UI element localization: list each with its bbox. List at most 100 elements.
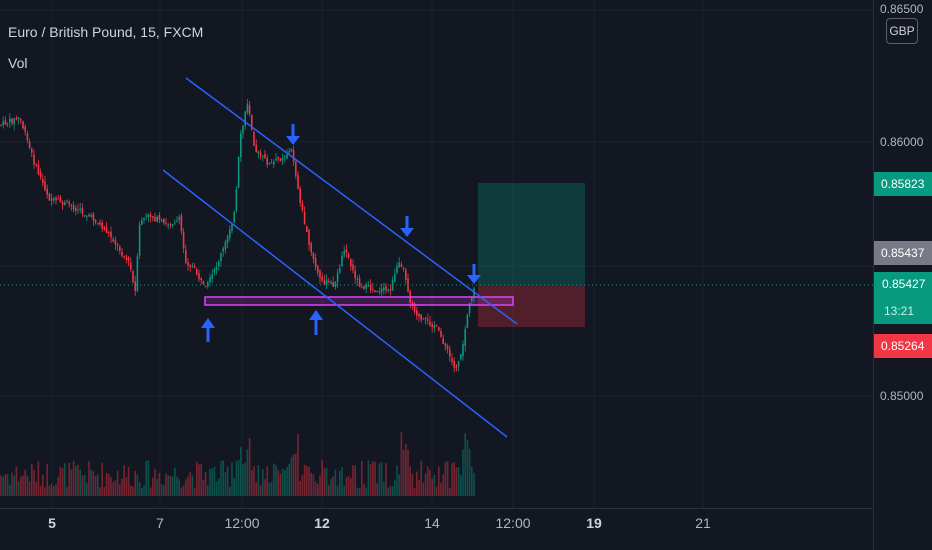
- candle-body: [325, 279, 328, 286]
- candle-body: [277, 157, 279, 160]
- volume-bar: [363, 483, 365, 496]
- volume-bar: [358, 487, 361, 496]
- candle-body: [182, 232, 185, 249]
- candle-body: [328, 281, 330, 283]
- volume-bar: [323, 468, 326, 496]
- volume-bar: [411, 473, 414, 496]
- candle-body: [9, 118, 11, 123]
- candle-body: [321, 276, 323, 281]
- volume-bar: [383, 481, 385, 496]
- candle-body: [330, 282, 332, 284]
- volume-bar: [413, 487, 416, 496]
- volume-bar: [244, 462, 246, 496]
- arrow-down-icon[interactable]: [400, 216, 414, 237]
- candle-body: [303, 211, 306, 225]
- target-zone[interactable]: [478, 183, 585, 285]
- price-chart[interactable]: [0, 0, 873, 508]
- candle-body: [154, 216, 156, 222]
- candle-body: [453, 360, 455, 368]
- volume-bar: [77, 464, 79, 496]
- volume-bar: [101, 462, 103, 496]
- volume-bar: [374, 461, 376, 496]
- price-tick: 0.86000: [880, 135, 924, 149]
- stop-zone[interactable]: [478, 285, 585, 327]
- lower-trend-line[interactable]: [162, 169, 508, 438]
- volume-bar: [229, 486, 231, 496]
- volume-bar: [440, 482, 442, 496]
- volume-bar: [460, 475, 462, 496]
- support-zone-rectangle[interactable]: [204, 296, 514, 306]
- candle-body: [400, 264, 403, 268]
- volume-bar: [418, 480, 420, 496]
- candle-body: [218, 261, 220, 267]
- currency-button[interactable]: GBP: [886, 18, 918, 44]
- upper-trend-line[interactable]: [185, 77, 518, 325]
- volume-bar: [433, 474, 436, 496]
- volume-bar: [42, 474, 44, 496]
- arrow-up-icon[interactable]: [309, 310, 323, 335]
- volume-bar: [354, 465, 356, 496]
- candle-body: [438, 327, 440, 331]
- candle-body: [59, 197, 62, 203]
- volume-bar: [4, 474, 7, 496]
- candle-body: [198, 273, 200, 280]
- volume-bar: [273, 463, 275, 496]
- candle-body: [376, 291, 378, 293]
- volume-bar: [39, 485, 42, 496]
- candle-body: [48, 193, 51, 201]
- price-axis[interactable]: [873, 0, 932, 550]
- volume-bar: [246, 449, 249, 496]
- candle-body: [235, 189, 238, 211]
- volume-bar: [24, 469, 26, 496]
- volume-bar: [292, 454, 295, 496]
- volume-bar: [405, 443, 407, 496]
- volume-bar: [143, 485, 145, 496]
- volume-bar: [59, 466, 62, 496]
- candle-body: [37, 164, 40, 175]
- candle-body: [174, 223, 176, 225]
- symbol-legend[interactable]: Euro / British Pound, 15, FXCM: [8, 24, 204, 40]
- candle-body: [339, 267, 341, 274]
- volume-bar: [420, 460, 422, 496]
- volume-bar: [160, 483, 163, 496]
- candle-body: [44, 181, 46, 191]
- arrow-up-icon[interactable]: [201, 318, 215, 342]
- volume-bar: [330, 478, 332, 496]
- candle-body: [431, 324, 433, 327]
- candle-body: [13, 118, 15, 125]
- time-axis[interactable]: [0, 508, 873, 550]
- volume-bar: [240, 447, 242, 496]
- candle-body: [396, 266, 398, 273]
- candle-body: [72, 205, 75, 210]
- candle-body: [46, 188, 48, 195]
- arrow-down-icon[interactable]: [286, 124, 300, 145]
- volume-bar: [22, 475, 24, 496]
- arrow-down-icon[interactable]: [467, 264, 481, 284]
- volume-bar: [132, 486, 134, 496]
- candle-body: [4, 120, 7, 125]
- volume-bar: [277, 470, 279, 496]
- volume-bar: [134, 470, 136, 496]
- candle-body: [119, 246, 121, 251]
- volume-bar: [226, 466, 229, 496]
- volume-bar: [471, 466, 473, 496]
- candle-body: [70, 204, 73, 206]
- candle-body: [292, 150, 295, 162]
- volume-bar: [361, 461, 363, 496]
- volume-bar: [182, 485, 185, 496]
- volume-bar: [235, 461, 238, 496]
- chart-area[interactable]: Euro / British Pound, 15, FXCM Vol: [0, 0, 873, 508]
- volume-bar: [248, 438, 251, 496]
- volume-bar: [158, 473, 161, 496]
- volume-bar: [64, 463, 66, 496]
- candle-body: [257, 151, 260, 154]
- candle-body: [103, 227, 106, 229]
- candle-body: [268, 163, 271, 165]
- volume-bar: [317, 484, 319, 496]
- candle-body: [416, 310, 418, 316]
- volume-legend[interactable]: Vol: [8, 55, 28, 71]
- candle-body: [378, 291, 381, 293]
- candle-body: [101, 222, 103, 229]
- volume-bar: [422, 482, 425, 496]
- volume-bar: [215, 481, 218, 496]
